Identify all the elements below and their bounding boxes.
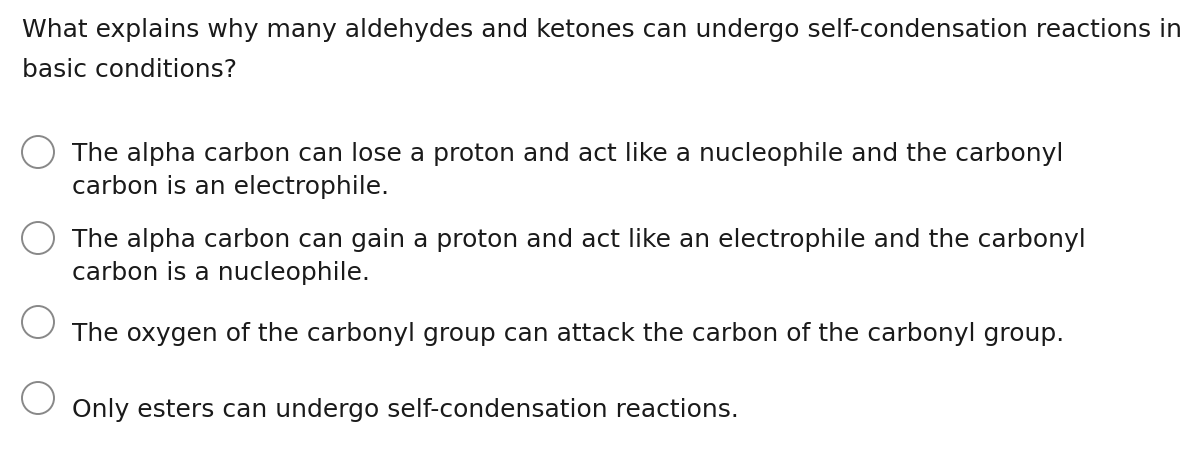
Text: carbon is an electrophile.: carbon is an electrophile. [72, 175, 389, 199]
Text: The oxygen of the carbonyl group can attack the carbon of the carbonyl group.: The oxygen of the carbonyl group can att… [72, 322, 1064, 346]
Text: carbon is a nucleophile.: carbon is a nucleophile. [72, 261, 370, 285]
Text: The alpha carbon can lose a proton and act like a nucleophile and the carbonyl: The alpha carbon can lose a proton and a… [72, 142, 1063, 166]
Text: basic conditions?: basic conditions? [22, 58, 238, 82]
Text: What explains why many aldehydes and ketones can undergo self-condensation react: What explains why many aldehydes and ket… [22, 18, 1182, 42]
Text: Only esters can undergo self-condensation reactions.: Only esters can undergo self-condensatio… [72, 398, 739, 422]
Text: The alpha carbon can gain a proton and act like an electrophile and the carbonyl: The alpha carbon can gain a proton and a… [72, 228, 1086, 252]
